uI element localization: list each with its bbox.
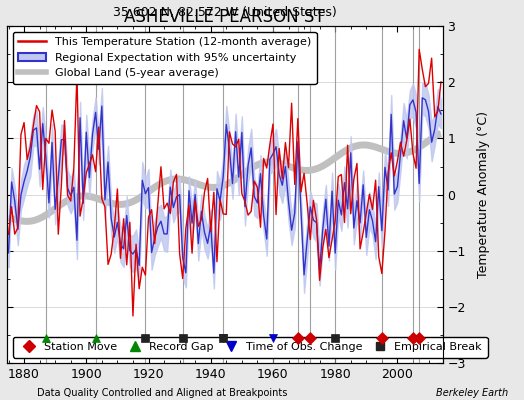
Text: Data Quality Controlled and Aligned at Breakpoints: Data Quality Controlled and Aligned at B… bbox=[37, 388, 287, 398]
Text: 35.602 N, 82.572 W (United States): 35.602 N, 82.572 W (United States) bbox=[113, 6, 336, 19]
Text: Berkeley Earth: Berkeley Earth bbox=[436, 388, 508, 398]
Title: ASHEVILLE PEARSON ST: ASHEVILLE PEARSON ST bbox=[124, 8, 325, 26]
Legend: Station Move, Record Gap, Time of Obs. Change, Empirical Break: Station Move, Record Gap, Time of Obs. C… bbox=[13, 336, 488, 358]
Y-axis label: Temperature Anomaly (°C): Temperature Anomaly (°C) bbox=[477, 111, 490, 278]
